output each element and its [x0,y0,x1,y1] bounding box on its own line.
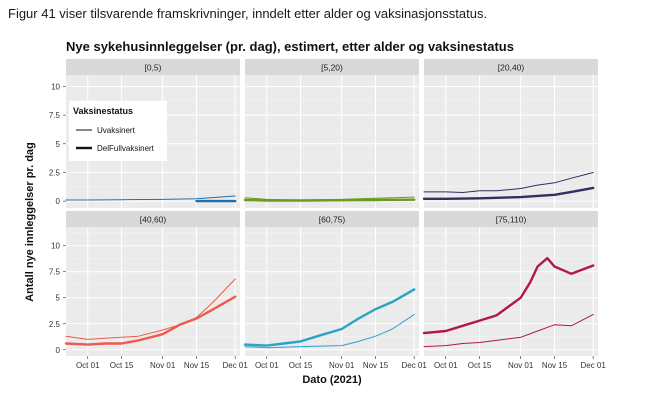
panel-5: [60,75) Oct 01 Oct 15 Nov 01 Nov 15 Dec 01 [243,211,427,370]
panel-label: [0,5) [144,63,161,73]
y-tick-label: 0 [56,197,61,206]
panels: [0,5) 0 2.5 5 7.5 10 [5,20) [20,40) [40,60) 0 2.5 5… [49,59,606,370]
y-tick-label: 5 [56,140,61,149]
legend-entry: DelFullvaksinert [97,144,155,153]
y-tick-label: 10 [51,82,60,91]
x-tick-label: Oct 01 [255,361,279,370]
x-tick-label: Nov 15 [542,361,568,370]
panel-4: [40,60) 0 2.5 5 7.5 10 Oct 01 Oct 15 Nov 01 Nov 1… [49,211,248,370]
panel-label: [40,60) [140,215,167,225]
x-tick-label: Oct 15 [110,361,134,370]
panel-2: [5,20) [243,59,419,208]
series-line-uvaksinert [244,313,415,349]
legend-entry: Uvaksinert [97,126,136,135]
panel-strip [66,59,240,75]
panel-background [66,227,240,356]
legend-box [69,101,167,161]
y-tick-label: 0 [56,346,61,355]
x-tick-label: Nov 15 [184,361,210,370]
x-tick-label: Nov 01 [150,361,176,370]
panel-strip [245,59,419,75]
panel-background [245,75,419,208]
series-line-uvaksinert [65,195,236,201]
panel-strip [424,211,598,227]
panel-background [424,75,598,208]
panel-label: [60,75) [319,215,346,225]
x-tick-label: Dec 01 [222,361,248,370]
y-tick-label: 2.5 [49,168,61,177]
x-axis-label: Dato (2021) [302,374,362,386]
legend: Vaksinestatus Uvaksinert DelFullvaksinert [69,101,167,161]
series-line-uvaksinert [423,172,594,193]
chart-title: Nye sykehusinnleggelser (pr. dag), estim… [66,39,514,54]
x-tick-label: Dec 01 [580,361,606,370]
y-tick-label: 2.5 [49,320,61,329]
panel-label: [75,110) [496,215,527,225]
series-line-delfullvaksinert [243,288,416,347]
panel-strip [424,59,598,75]
x-tick-label: Dec 01 [401,361,427,370]
y-tick-label: 7.5 [49,268,61,277]
x-tick-label: Nov 15 [363,361,389,370]
series-line-delfullvaksinert [422,186,595,201]
series-line-delfullvaksinert [64,295,237,346]
series-line-delfullvaksinert [422,257,595,335]
figure-caption: Figur 41 viser tilsvarende framskrivning… [8,6,488,21]
y-axis-label: Antall nye innleggelser pr. dag [24,142,36,302]
legend-title: Vaksinestatus [73,106,133,116]
x-tick-label: Nov 01 [329,361,355,370]
panel-strip [66,211,240,227]
x-tick-label: Oct 15 [468,361,492,370]
x-tick-label: Oct 01 [76,361,100,370]
panel-strip [245,211,419,227]
series-line-uvaksinert [423,313,594,348]
y-tick-label: 5 [56,294,61,303]
series-line-uvaksinert [65,278,236,340]
panel-label: [5,20) [321,63,343,73]
panel-6: [75,110) Oct 01 Oct 15 Nov 01 Nov 15 Dec 01 [422,211,606,370]
x-tick-label: Oct 15 [289,361,313,370]
x-tick-label: Nov 01 [508,361,534,370]
x-tick-label: Oct 01 [434,361,458,370]
panel-background [245,227,419,356]
panel-3: [20,40) [422,59,598,208]
y-tick-label: 7.5 [49,111,61,120]
panel-background [424,227,598,356]
panel-label: [20,40) [498,63,525,73]
y-tick-label: 10 [51,242,60,251]
series-line-delfullvaksinert [243,198,416,202]
